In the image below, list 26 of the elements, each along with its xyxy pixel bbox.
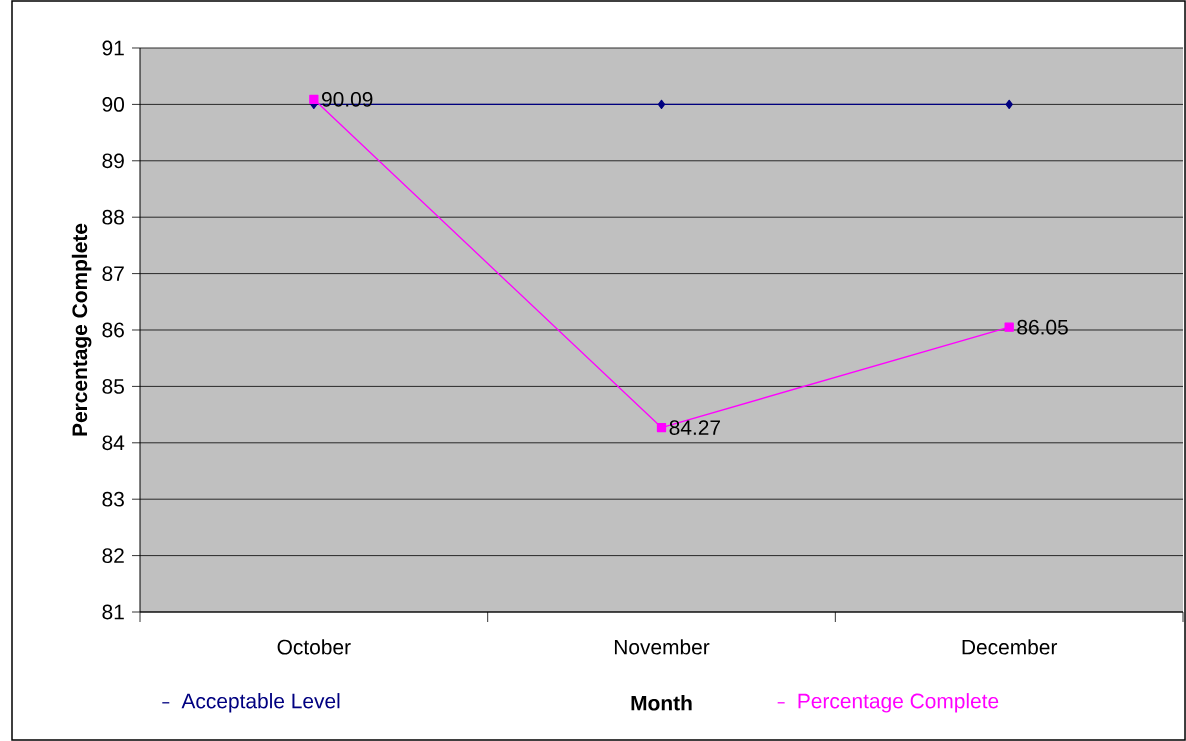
point xyxy=(1004,322,1014,332)
y-tick-label: 83 xyxy=(102,491,124,507)
y-tick-label: 90 xyxy=(102,96,124,112)
y-tick-label: 87 xyxy=(102,266,124,281)
y-axis-title: Percentage Complete xyxy=(71,223,92,436)
point xyxy=(657,99,666,110)
x-tick-label: November xyxy=(614,639,710,655)
point xyxy=(656,422,667,433)
point xyxy=(1005,99,1013,110)
y-tick-label: 85 xyxy=(102,378,124,394)
y-tick-label: 89 xyxy=(102,153,124,169)
point xyxy=(309,94,319,104)
y-tick-label: 88 xyxy=(102,209,124,225)
y-tick-label: 82 xyxy=(102,548,124,563)
data-label: 86.05 xyxy=(1017,319,1068,335)
x-tick-label: October xyxy=(277,639,351,655)
data-label: 84.27 xyxy=(669,420,720,435)
x-axis-title: Month xyxy=(631,695,692,711)
y-tick-label: 91 xyxy=(102,40,124,56)
data-label: 90.09 xyxy=(322,91,373,107)
x-tick-label: December xyxy=(962,639,1058,655)
y-tick-label: 84 xyxy=(102,435,125,451)
y-tick-label: 86 xyxy=(102,322,124,338)
legend-label: Acceptable Level xyxy=(181,693,340,713)
y-tick-label: 81 xyxy=(102,604,124,620)
legend-label: Percentage Complete xyxy=(798,693,999,713)
